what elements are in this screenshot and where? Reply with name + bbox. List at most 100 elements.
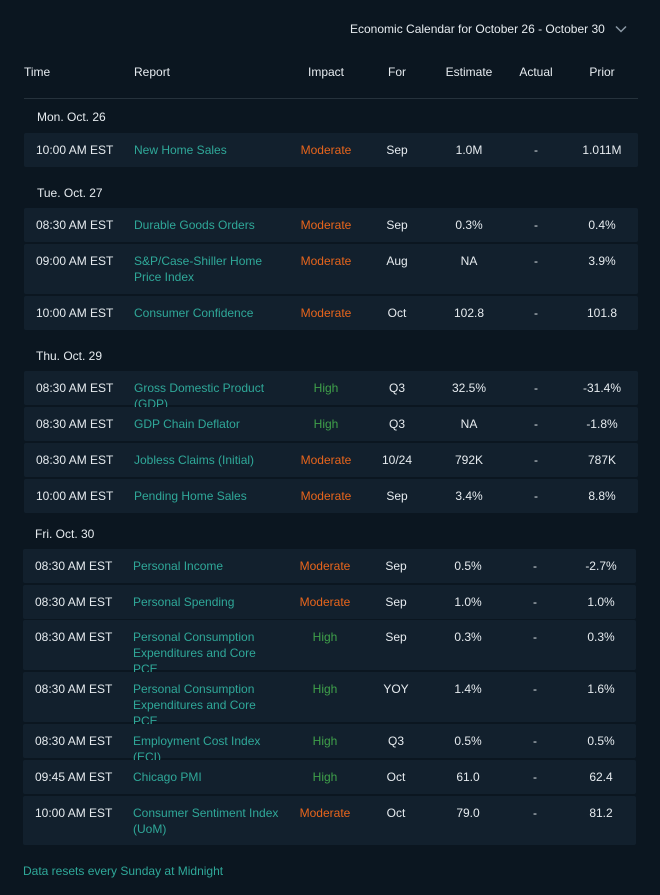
prior-cell: -1.8% — [586, 417, 618, 431]
impact-cell: Moderate — [300, 453, 352, 467]
column-header-for: For — [388, 65, 406, 79]
impact-cell: Moderate — [299, 806, 351, 820]
time-cell: 08:30 AM EST — [36, 417, 114, 431]
for-cell: Oct — [386, 806, 406, 820]
table-row: 09:45 AM EST Chicago PMI High Oct 61.0 - 62.4 — [23, 760, 636, 794]
report-link[interactable]: S&P/Case-Shiller Home Price Index — [134, 254, 263, 284]
report-link[interactable]: Jobless Claims (Initial) — [134, 453, 255, 467]
actual-cell: - — [533, 630, 537, 644]
estimate-cell: 0.3% — [455, 218, 483, 232]
report-link[interactable]: Pending Home Sales — [134, 489, 247, 503]
time-cell: 08:30 AM EST — [35, 682, 113, 696]
prior-cell: 1.011M — [582, 143, 622, 157]
for-cell: Sep — [385, 595, 407, 609]
estimate-cell: 32.5% — [451, 381, 487, 395]
table-row: 08:30 AM EST Personal Consumption Expendi… — [23, 672, 636, 728]
period-select-label: Economic Calendar for October 26 - Octob… — [350, 22, 605, 36]
table-header: Time Report Impact For Estimate Actual P… — [24, 58, 638, 99]
for-cell: Sep — [385, 559, 407, 573]
day-heading: Fri. Oct. 30 — [35, 527, 95, 541]
prior-cell: 62.4 — [589, 770, 613, 784]
impact-cell: Moderate — [300, 254, 352, 268]
estimate-cell: 0.5% — [454, 734, 482, 748]
for-cell: Aug — [386, 254, 408, 268]
impact-cell: High — [313, 381, 339, 395]
prior-cell: 0.4% — [588, 218, 616, 232]
actual-cell: - — [534, 489, 538, 503]
table-row: 08:30 AM EST Employment Cost Index (ECI) H… — [23, 724, 636, 764]
report-link[interactable]: Personal Consumption Expenditures and Co… — [133, 682, 256, 728]
report-link[interactable]: Personal Spending — [133, 595, 235, 609]
prior-cell: 81.2 — [589, 806, 613, 820]
day-heading: Mon. Oct. 26 — [37, 110, 106, 124]
table-row: 08:30 AM EST Personal Income Moderate Sep 0.… — [23, 549, 636, 583]
for-cell: Sep — [386, 143, 408, 157]
estimate-cell: 0.3% — [454, 630, 482, 644]
report-link[interactable]: Durable Goods Orders — [134, 218, 255, 232]
actual-cell: - — [533, 682, 537, 696]
impact-cell: High — [312, 630, 338, 644]
for-cell: Sep — [386, 489, 408, 503]
time-cell: 10:00 AM EST — [36, 143, 114, 157]
prior-cell: 1.0% — [587, 595, 615, 609]
impact-cell: Moderate — [300, 218, 352, 232]
table-row: 10:00 AM EST Consumer Sentiment Index (Uo… — [23, 796, 636, 845]
time-cell: 10:00 AM EST — [36, 489, 114, 503]
estimate-cell: 79.0 — [456, 806, 480, 820]
day-heading: Thu. Oct. 29 — [36, 349, 103, 363]
report-link[interactable]: New Home Sales — [134, 143, 227, 157]
impact-cell: Moderate — [300, 306, 352, 320]
estimate-cell: 61.0 — [456, 770, 480, 784]
impact-cell: Moderate — [299, 595, 351, 609]
table-row: 10:00 AM EST Pending Home Sales Moderate Se… — [24, 479, 638, 513]
time-cell: 09:00 AM EST — [36, 254, 114, 268]
report-link[interactable]: Consumer Confidence — [134, 306, 254, 320]
impact-cell: Moderate — [300, 143, 352, 157]
estimate-cell: 0.5% — [454, 559, 482, 573]
for-cell: Sep — [385, 630, 407, 644]
actual-cell: - — [534, 254, 538, 268]
table-row: 09:00 AM EST S&P/Case-Shiller Home Price … — [24, 244, 638, 294]
table-row: 08:30 AM EST Personal Consumption Expendi… — [23, 620, 636, 676]
prior-cell: -2.7% — [585, 559, 617, 573]
prior-cell: 0.5% — [587, 734, 615, 748]
column-header-prior: Prior — [589, 65, 615, 79]
actual-cell: - — [533, 559, 537, 573]
report-link[interactable]: Personal Income — [133, 559, 224, 573]
impact-cell: High — [312, 734, 338, 748]
for-cell: Oct — [387, 306, 407, 320]
actual-cell: - — [533, 734, 537, 748]
column-header-time: Time — [24, 65, 51, 79]
prior-cell: 3.9% — [588, 254, 616, 268]
time-cell: 08:30 AM EST — [35, 559, 113, 573]
actual-cell: - — [533, 770, 537, 784]
report-link[interactable]: Consumer Sentiment Index (UoM) — [133, 806, 279, 836]
report-link[interactable]: Personal Consumption Expenditures and Co… — [133, 630, 256, 676]
period-select[interactable]: Economic Calendar for October 26 - Octob… — [340, 16, 636, 42]
report-link[interactable]: GDP Chain Deflator — [134, 417, 240, 431]
impact-cell: High — [312, 770, 338, 784]
time-cell: 08:30 AM EST — [36, 218, 114, 232]
time-cell: 10:00 AM EST — [36, 306, 114, 320]
table-row: 08:30 AM EST Durable Goods Orders Moderate… — [24, 208, 638, 242]
actual-cell: - — [533, 806, 537, 820]
prior-cell: 101.8 — [586, 306, 618, 320]
table-row: 10:00 AM EST New Home Sales Moderate Sep 1.0… — [24, 133, 638, 167]
table-row: 08:30 AM EST Jobless Claims (Initial) Mode… — [24, 443, 638, 477]
estimate-cell: NA — [460, 417, 478, 431]
for-cell: 10/24 — [381, 453, 413, 467]
report-link[interactable]: Chicago PMI — [133, 770, 202, 784]
column-header-report: Report — [134, 65, 171, 79]
time-cell: 10:00 AM EST — [35, 806, 113, 820]
prior-cell: -31.4% — [582, 381, 622, 395]
time-cell: 08:30 AM EST — [36, 453, 114, 467]
estimate-cell: 1.0M — [455, 143, 483, 157]
column-header-impact: Impact — [307, 65, 344, 79]
table-row: 10:00 AM EST Consumer Confidence Moderate O… — [24, 296, 638, 330]
for-cell: Q3 — [387, 734, 404, 748]
time-cell: 08:30 AM EST — [36, 381, 114, 395]
actual-cell: - — [533, 595, 537, 609]
actual-cell: - — [534, 218, 538, 232]
estimate-cell: 1.0% — [454, 595, 482, 609]
table-row: 08:30 AM EST Gross Domestic Product (GDP)… — [24, 371, 638, 411]
